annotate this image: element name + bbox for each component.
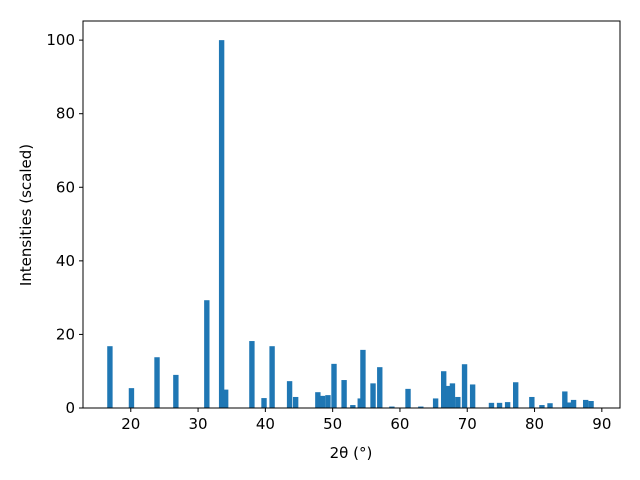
bar bbox=[432, 398, 439, 408]
bar bbox=[269, 346, 275, 408]
bar bbox=[204, 300, 210, 408]
bar bbox=[128, 388, 135, 408]
bar bbox=[331, 363, 337, 408]
bar bbox=[529, 396, 535, 408]
x-tick-label: 90 bbox=[592, 415, 611, 433]
bar bbox=[418, 406, 424, 408]
bar bbox=[292, 396, 299, 408]
bar bbox=[319, 395, 326, 408]
y-tick-label: 100 bbox=[46, 31, 75, 49]
bar bbox=[547, 403, 553, 408]
bar bbox=[588, 401, 594, 408]
bar bbox=[389, 406, 395, 408]
bar bbox=[461, 364, 468, 408]
bar bbox=[107, 346, 113, 408]
bar bbox=[315, 392, 321, 408]
bar bbox=[370, 383, 376, 408]
x-tick-label: 70 bbox=[458, 415, 477, 433]
y-tick-label: 20 bbox=[56, 325, 75, 343]
bar bbox=[350, 405, 356, 408]
bar bbox=[513, 382, 519, 408]
x-axis-label: 2θ (°) bbox=[330, 444, 373, 462]
bar bbox=[488, 402, 495, 408]
bar bbox=[286, 381, 293, 408]
bar bbox=[496, 402, 503, 408]
bar bbox=[405, 388, 411, 408]
bar bbox=[222, 389, 229, 408]
bar bbox=[566, 402, 573, 408]
x-tick-label: 50 bbox=[323, 415, 342, 433]
bar bbox=[173, 374, 179, 408]
x-tick-label: 20 bbox=[121, 415, 140, 433]
bar bbox=[455, 396, 461, 408]
x-tick-label: 80 bbox=[525, 415, 544, 433]
bar bbox=[582, 399, 589, 408]
y-axis-label: Intensities (scaled) bbox=[17, 144, 35, 286]
bar bbox=[249, 341, 255, 408]
bar bbox=[360, 349, 366, 408]
bar bbox=[154, 357, 160, 408]
bar bbox=[341, 380, 347, 408]
bar bbox=[325, 395, 331, 408]
x-tick-label: 30 bbox=[189, 415, 208, 433]
x-tick-label: 40 bbox=[256, 415, 275, 433]
y-tick-label: 80 bbox=[56, 105, 75, 123]
plot-frame bbox=[82, 20, 621, 409]
bar bbox=[218, 40, 225, 409]
bar bbox=[562, 391, 568, 408]
bar bbox=[261, 398, 267, 408]
bar bbox=[539, 405, 545, 408]
bar bbox=[377, 367, 383, 408]
bar bbox=[449, 383, 456, 408]
bar bbox=[504, 402, 511, 408]
bar bbox=[469, 384, 476, 408]
y-tick-label: 60 bbox=[56, 178, 75, 196]
bar bbox=[445, 385, 451, 408]
x-tick-label: 60 bbox=[390, 415, 409, 433]
bar bbox=[570, 399, 577, 408]
y-tick-label: 0 bbox=[65, 399, 75, 417]
bar bbox=[441, 371, 447, 408]
y-tick-label: 40 bbox=[56, 252, 75, 270]
